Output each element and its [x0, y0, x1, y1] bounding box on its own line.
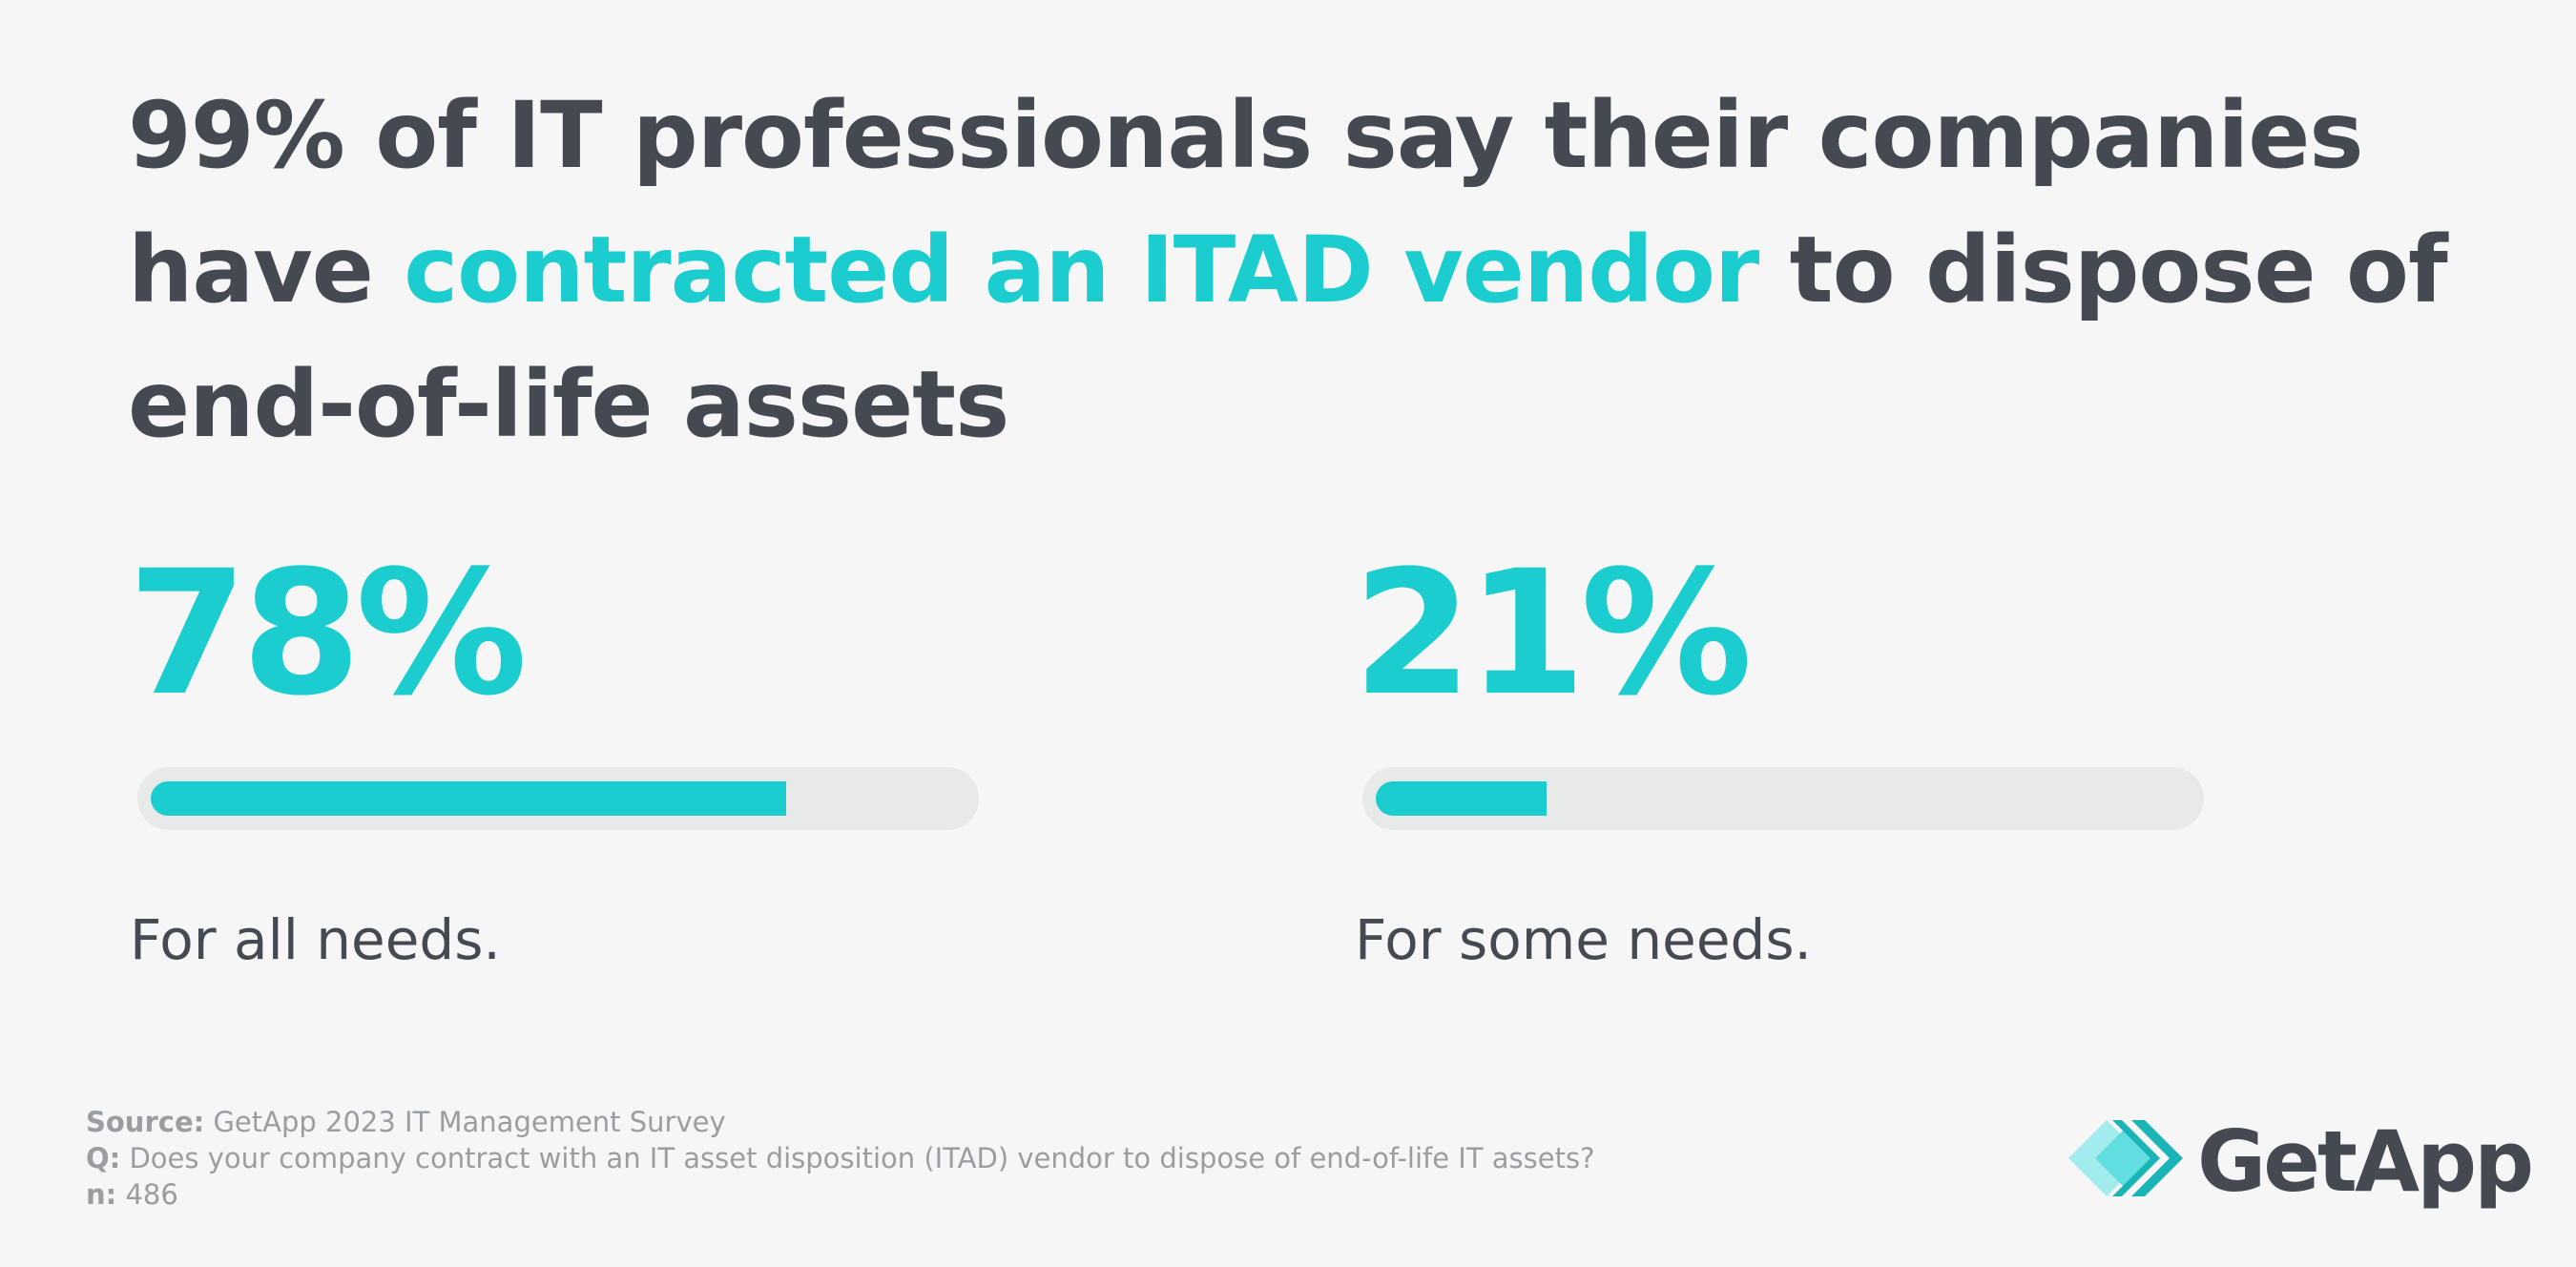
progress-fill — [1376, 781, 1547, 816]
logo-text: GetApp — [2197, 1112, 2534, 1211]
sample-size-label: n: — [86, 1178, 117, 1211]
source-label: Source: — [86, 1106, 205, 1138]
stat-some-needs: 21% For some needs. — [1353, 534, 2212, 972]
progress-fill — [151, 781, 786, 816]
question-text: Does your company contract with an IT as… — [129, 1142, 1595, 1174]
source-text: GetApp 2023 IT Management Survey — [213, 1106, 726, 1138]
headline-part2: to dispose of end-of-life assets — [128, 217, 2448, 458]
question-label: Q: — [86, 1142, 121, 1174]
footnotes: Source: GetApp 2023 IT Management Survey… — [86, 1104, 1595, 1213]
progress-track — [1362, 767, 2204, 830]
stat-caption: For all needs. — [130, 907, 501, 972]
getapp-chevron-icon — [2068, 1120, 2183, 1196]
getapp-logo: GetApp — [2068, 1114, 2534, 1210]
stat-caption: For some needs. — [1355, 907, 1812, 972]
sample-size-text: 486 — [125, 1178, 178, 1211]
stat-value: 21% — [1353, 534, 1753, 734]
stat-value: 78% — [128, 534, 528, 734]
headline-part1: 99% of IT professionals say their compan… — [128, 82, 2363, 323]
sample-size-line: n: 486 — [86, 1176, 1595, 1213]
progress-track — [137, 767, 979, 830]
stat-all-needs: 78% For all needs. — [128, 534, 987, 972]
source-line: Source: GetApp 2023 IT Management Survey — [86, 1104, 1595, 1140]
question-line: Q: Does your company contract with an IT… — [86, 1140, 1595, 1176]
headline-highlight: contracted an ITAD vendor — [404, 217, 1759, 323]
headline: 99% of IT professionals say their compan… — [128, 69, 2532, 472]
